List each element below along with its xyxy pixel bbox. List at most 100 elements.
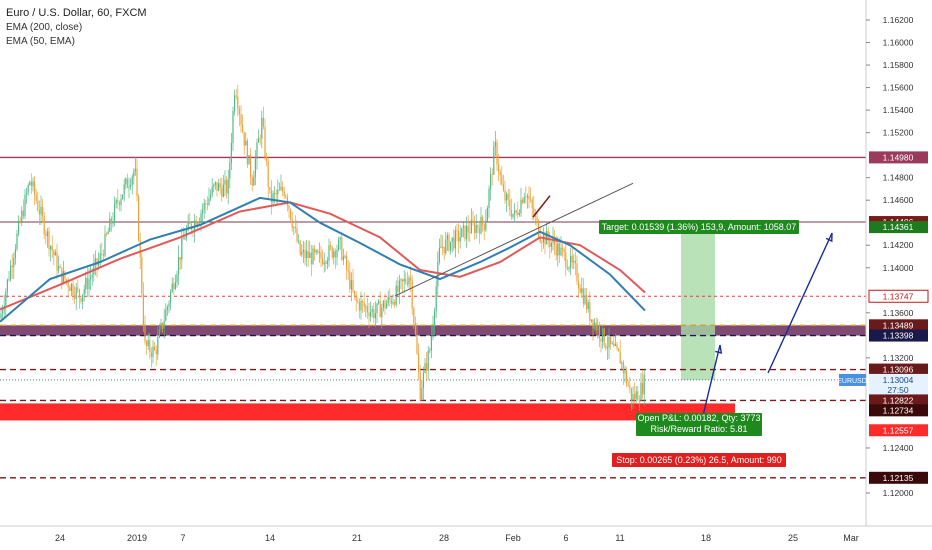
- candle: [30, 181, 32, 187]
- candle: [458, 230, 460, 242]
- candle: [410, 277, 412, 281]
- price-label-12822-bg: [869, 394, 928, 407]
- candle: [421, 388, 423, 400]
- candle: [389, 296, 391, 300]
- price-tick-label: 1.14800: [883, 173, 914, 183]
- candle: [522, 199, 524, 203]
- time-tick-label: 28: [439, 533, 449, 543]
- time-tick-label: 18: [701, 533, 711, 543]
- candle: [104, 233, 106, 256]
- candle: [538, 220, 540, 238]
- candle: [176, 274, 178, 283]
- stop-label[interactable]: Stop: 0.00265 (0.23%) 26.5, Amount: 990: [616, 455, 782, 465]
- candle: [320, 252, 322, 259]
- candle: [509, 199, 511, 210]
- candle: [218, 183, 220, 191]
- candle: [266, 156, 268, 162]
- candle: [408, 277, 410, 285]
- price-label-14361: 1.14361: [883, 222, 914, 232]
- candle: [536, 216, 538, 221]
- indicator-ema50-label[interactable]: EMA (50, EMA): [6, 36, 75, 47]
- position-layer[interactable]: Target: 0.01539 (1.36%) 153,9, Amount: 1…: [599, 220, 799, 467]
- candle: [269, 186, 271, 191]
- price-tick-label: 1.13200: [883, 353, 914, 363]
- candle: [112, 221, 114, 224]
- candle: [560, 247, 562, 256]
- candle: [237, 96, 239, 109]
- candle: [195, 220, 197, 227]
- candle: [554, 238, 556, 246]
- candle: [211, 186, 213, 195]
- candle: [206, 203, 208, 205]
- candle: [10, 265, 12, 280]
- candle: [539, 237, 541, 243]
- candle: [619, 351, 621, 364]
- candle: [528, 195, 530, 200]
- candle: [461, 228, 463, 238]
- price-label-13398: 1.13398: [883, 331, 914, 341]
- price-axis[interactable]: 1.16200 1.16000 1.15800 1.15600 1.15400 1.152…: [837, 0, 929, 526]
- candle: [602, 328, 604, 342]
- target-label[interactable]: Target: 0.01539 (1.36%) 153,9, Amount: 1…: [602, 222, 797, 232]
- ema50-line: [0, 196, 646, 323]
- countdown-label: 27:50: [887, 385, 909, 395]
- countdown-label-bg: [869, 383, 928, 396]
- candle: [261, 117, 263, 139]
- candle: [490, 174, 492, 189]
- candle: [75, 287, 77, 299]
- price-tick-label: 1.16200: [883, 15, 914, 25]
- target-label-bg: [599, 220, 799, 234]
- candle: [149, 340, 151, 353]
- candle: [86, 277, 88, 290]
- candle: [557, 243, 559, 256]
- candle: [291, 219, 293, 228]
- price-label-13004: 1.13004: [883, 375, 914, 385]
- price-label-13096: 1.13096: [883, 365, 914, 375]
- candle: [42, 206, 44, 217]
- price-tick-label: 1.14200: [883, 240, 914, 250]
- candle: [474, 222, 476, 233]
- candle: [115, 200, 117, 204]
- candle: [72, 283, 74, 296]
- ema-layer: [0, 196, 646, 323]
- candle: [517, 212, 519, 215]
- candle: [339, 237, 341, 240]
- candle: [338, 239, 340, 250]
- price-tick-label: 1.16000: [883, 38, 914, 48]
- time-axis[interactable]: 24 2019 7 14 21 28 Feb 6 11 18 25 Mar: [0, 525, 932, 543]
- candle: [230, 142, 232, 163]
- candle: [406, 282, 408, 285]
- candle: [446, 235, 448, 240]
- candle: [629, 385, 631, 388]
- candle: [518, 213, 520, 215]
- candle: [454, 230, 456, 249]
- candle: [358, 301, 360, 311]
- candle: [568, 267, 570, 269]
- price-tick-label: 1.12000: [883, 488, 914, 498]
- price-label-12822: 1.12822: [883, 395, 914, 405]
- candle: [144, 324, 146, 342]
- candle: [413, 308, 415, 323]
- candle: [477, 225, 479, 228]
- candle: [550, 242, 552, 247]
- candle: [390, 299, 392, 304]
- open-pnl-label[interactable]: Open P&L: 0.00182, Qty: 3773: [637, 413, 760, 423]
- candle: [267, 161, 269, 187]
- candle: [326, 260, 328, 264]
- candle: [262, 117, 264, 127]
- candle: [613, 343, 615, 347]
- candle: [21, 210, 23, 222]
- candle: [450, 241, 452, 251]
- candle: [282, 186, 284, 192]
- ema200-line: [0, 201, 646, 311]
- price-label-14980: 1.14980: [883, 152, 914, 162]
- forecast-arrow-1-head: [715, 344, 723, 354]
- candle: [82, 294, 84, 302]
- candle: [578, 281, 580, 288]
- indicator-ema200-label[interactable]: EMA (200, close): [6, 22, 82, 33]
- risk-reward-label[interactable]: Risk/Reward Ratio: 5.81: [650, 424, 747, 434]
- candle: [534, 215, 536, 217]
- candle: [432, 324, 434, 336]
- candle: [24, 194, 26, 217]
